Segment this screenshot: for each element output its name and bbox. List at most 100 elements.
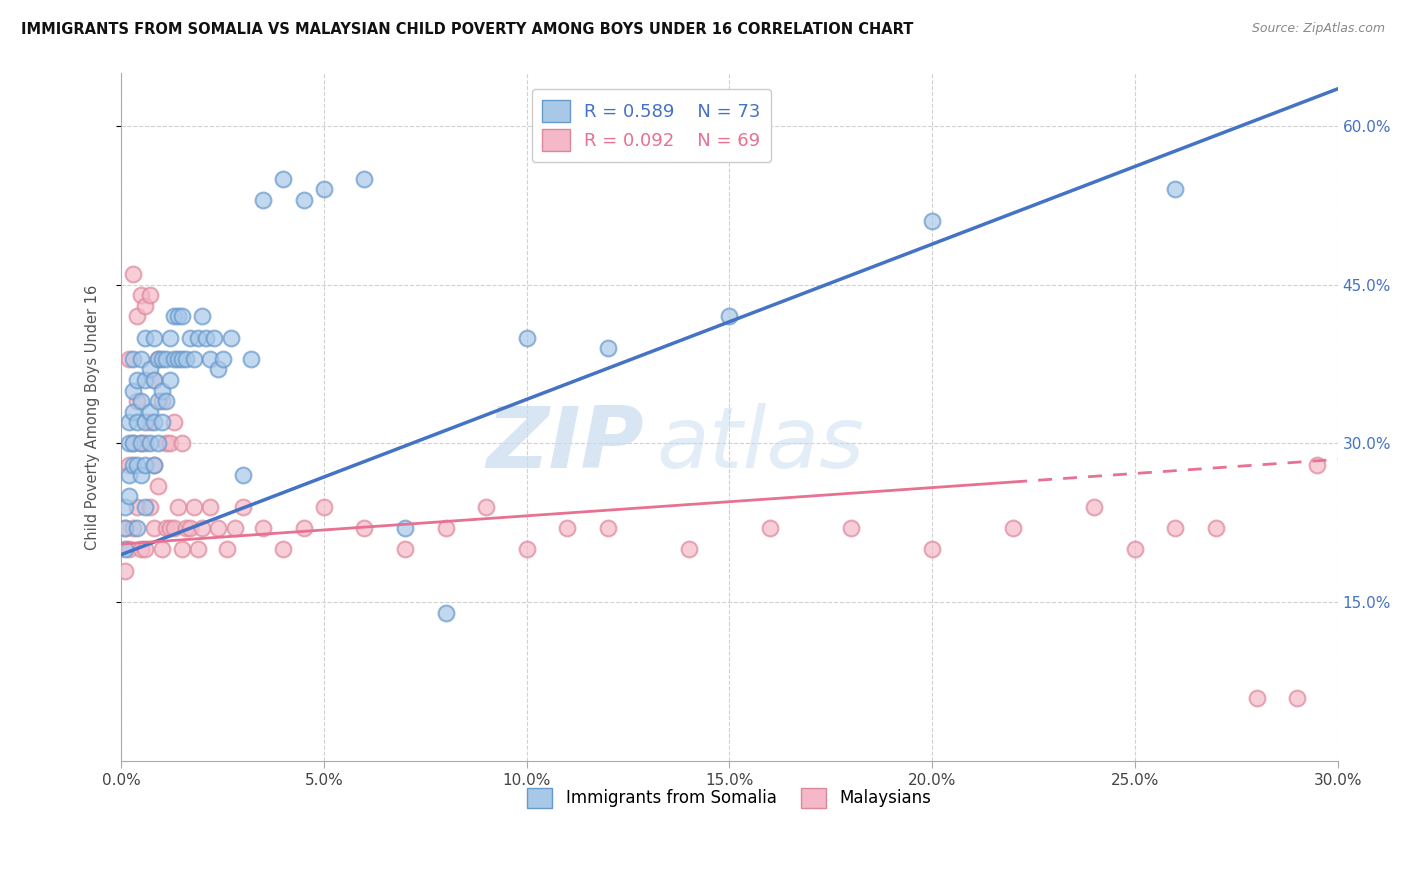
Point: [202, 331, 225, 345]
Point: [179, 521, 201, 535]
Point: [134, 458, 156, 472]
Legend: Immigrants from Somalia, Malaysians: Immigrants from Somalia, Malaysians: [520, 781, 938, 814]
Point: [127, 415, 149, 429]
Point: [122, 405, 145, 419]
Point: [118, 468, 141, 483]
Point: [155, 351, 177, 366]
Point: [118, 436, 141, 450]
Point: [219, 331, 242, 345]
Point: [211, 351, 233, 366]
Point: [131, 351, 153, 366]
Point: [170, 351, 193, 366]
Point: [224, 521, 246, 535]
Point: [138, 362, 160, 376]
Point: [167, 351, 190, 366]
Point: [155, 521, 177, 535]
Point: [921, 542, 943, 557]
Point: [118, 542, 141, 557]
Point: [1083, 500, 1105, 514]
Point: [142, 373, 165, 387]
Point: [167, 310, 190, 324]
Point: [155, 436, 177, 450]
Point: [195, 331, 218, 345]
Point: [131, 468, 153, 483]
Point: [118, 458, 141, 472]
Point: [434, 521, 457, 535]
Point: [142, 458, 165, 472]
Point: [187, 331, 209, 345]
Point: [353, 521, 375, 535]
Point: [114, 564, 136, 578]
Point: [134, 500, 156, 514]
Y-axis label: Child Poverty Among Boys Under 16: Child Poverty Among Boys Under 16: [86, 285, 100, 549]
Point: [146, 436, 169, 450]
Point: [921, 214, 943, 228]
Point: [1002, 521, 1025, 535]
Point: [146, 394, 169, 409]
Point: [138, 415, 160, 429]
Text: IMMIGRANTS FROM SOMALIA VS MALAYSIAN CHILD POVERTY AMONG BOYS UNDER 16 CORRELATI: IMMIGRANTS FROM SOMALIA VS MALAYSIAN CHI…: [21, 22, 914, 37]
Point: [114, 500, 136, 514]
Point: [232, 468, 254, 483]
Point: [170, 542, 193, 557]
Point: [292, 521, 315, 535]
Point: [555, 521, 578, 535]
Point: [150, 415, 173, 429]
Text: atlas: atlas: [657, 403, 865, 486]
Point: [174, 351, 197, 366]
Point: [159, 521, 181, 535]
Point: [163, 310, 186, 324]
Point: [118, 351, 141, 366]
Point: [187, 542, 209, 557]
Point: [207, 362, 229, 376]
Point: [138, 405, 160, 419]
Point: [292, 193, 315, 207]
Point: [839, 521, 862, 535]
Point: [131, 542, 153, 557]
Point: [122, 458, 145, 472]
Point: [1306, 458, 1329, 472]
Point: [167, 500, 190, 514]
Point: [114, 542, 136, 557]
Point: [1164, 521, 1187, 535]
Point: [134, 436, 156, 450]
Point: [134, 331, 156, 345]
Point: [159, 331, 181, 345]
Point: [134, 299, 156, 313]
Point: [122, 351, 145, 366]
Point: [207, 521, 229, 535]
Point: [191, 310, 214, 324]
Point: [179, 331, 201, 345]
Point: [163, 415, 186, 429]
Point: [252, 521, 274, 535]
Point: [131, 288, 153, 302]
Point: [155, 394, 177, 409]
Point: [273, 542, 295, 557]
Point: [200, 351, 222, 366]
Point: [252, 193, 274, 207]
Point: [138, 500, 160, 514]
Point: [170, 310, 193, 324]
Point: [146, 351, 169, 366]
Point: [239, 351, 262, 366]
Point: [191, 521, 214, 535]
Point: [114, 521, 136, 535]
Point: [163, 351, 186, 366]
Point: [159, 373, 181, 387]
Point: [163, 521, 186, 535]
Point: [516, 331, 538, 345]
Point: [1286, 690, 1309, 705]
Point: [475, 500, 498, 514]
Point: [174, 521, 197, 535]
Point: [1205, 521, 1227, 535]
Point: [434, 606, 457, 620]
Point: [150, 542, 173, 557]
Point: [127, 500, 149, 514]
Point: [596, 521, 619, 535]
Point: [394, 542, 416, 557]
Point: [183, 500, 205, 514]
Point: [200, 500, 222, 514]
Point: [131, 394, 153, 409]
Point: [150, 351, 173, 366]
Point: [118, 490, 141, 504]
